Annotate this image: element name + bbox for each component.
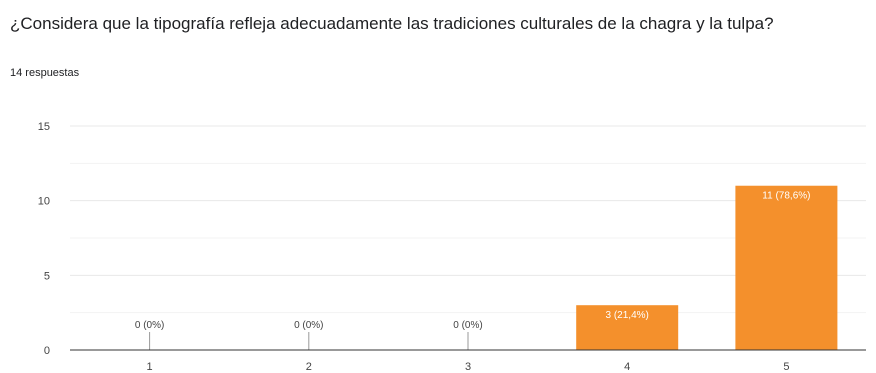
x-tick-label: 5	[783, 361, 789, 373]
y-tick-label: 15	[38, 121, 50, 133]
data-label: 3 (21,4%)	[606, 310, 649, 321]
bar-4	[576, 305, 679, 350]
data-label: 0 (0%)	[294, 320, 323, 331]
gridlines	[70, 125, 866, 314]
x-tick-label: 3	[465, 361, 471, 373]
bars	[576, 185, 838, 350]
x-tick-label: 2	[306, 361, 312, 373]
data-label: 0 (0%)	[453, 320, 482, 331]
bar-5	[735, 185, 838, 350]
response-count: 14 respuestas	[10, 67, 80, 79]
y-tick-label: 10	[38, 196, 50, 208]
data-labels: 0 (0%) 0 (0%) 0 (0%) 3 (21,4%) 11 (78,6%)	[135, 191, 810, 350]
x-tick-label: 1	[147, 361, 153, 373]
y-tick-label: 0	[44, 345, 50, 357]
data-label: 11 (78,6%)	[762, 191, 810, 202]
question-title: ¿Considera que la tipografía refleja ade…	[10, 14, 774, 33]
x-axis-ticks: 1 2 3 4 5	[147, 361, 790, 373]
y-axis-ticks: 0 5 10 15	[38, 121, 50, 357]
y-tick-label: 5	[44, 270, 50, 282]
x-tick-label: 4	[624, 361, 630, 373]
data-label: 0 (0%)	[135, 320, 164, 331]
